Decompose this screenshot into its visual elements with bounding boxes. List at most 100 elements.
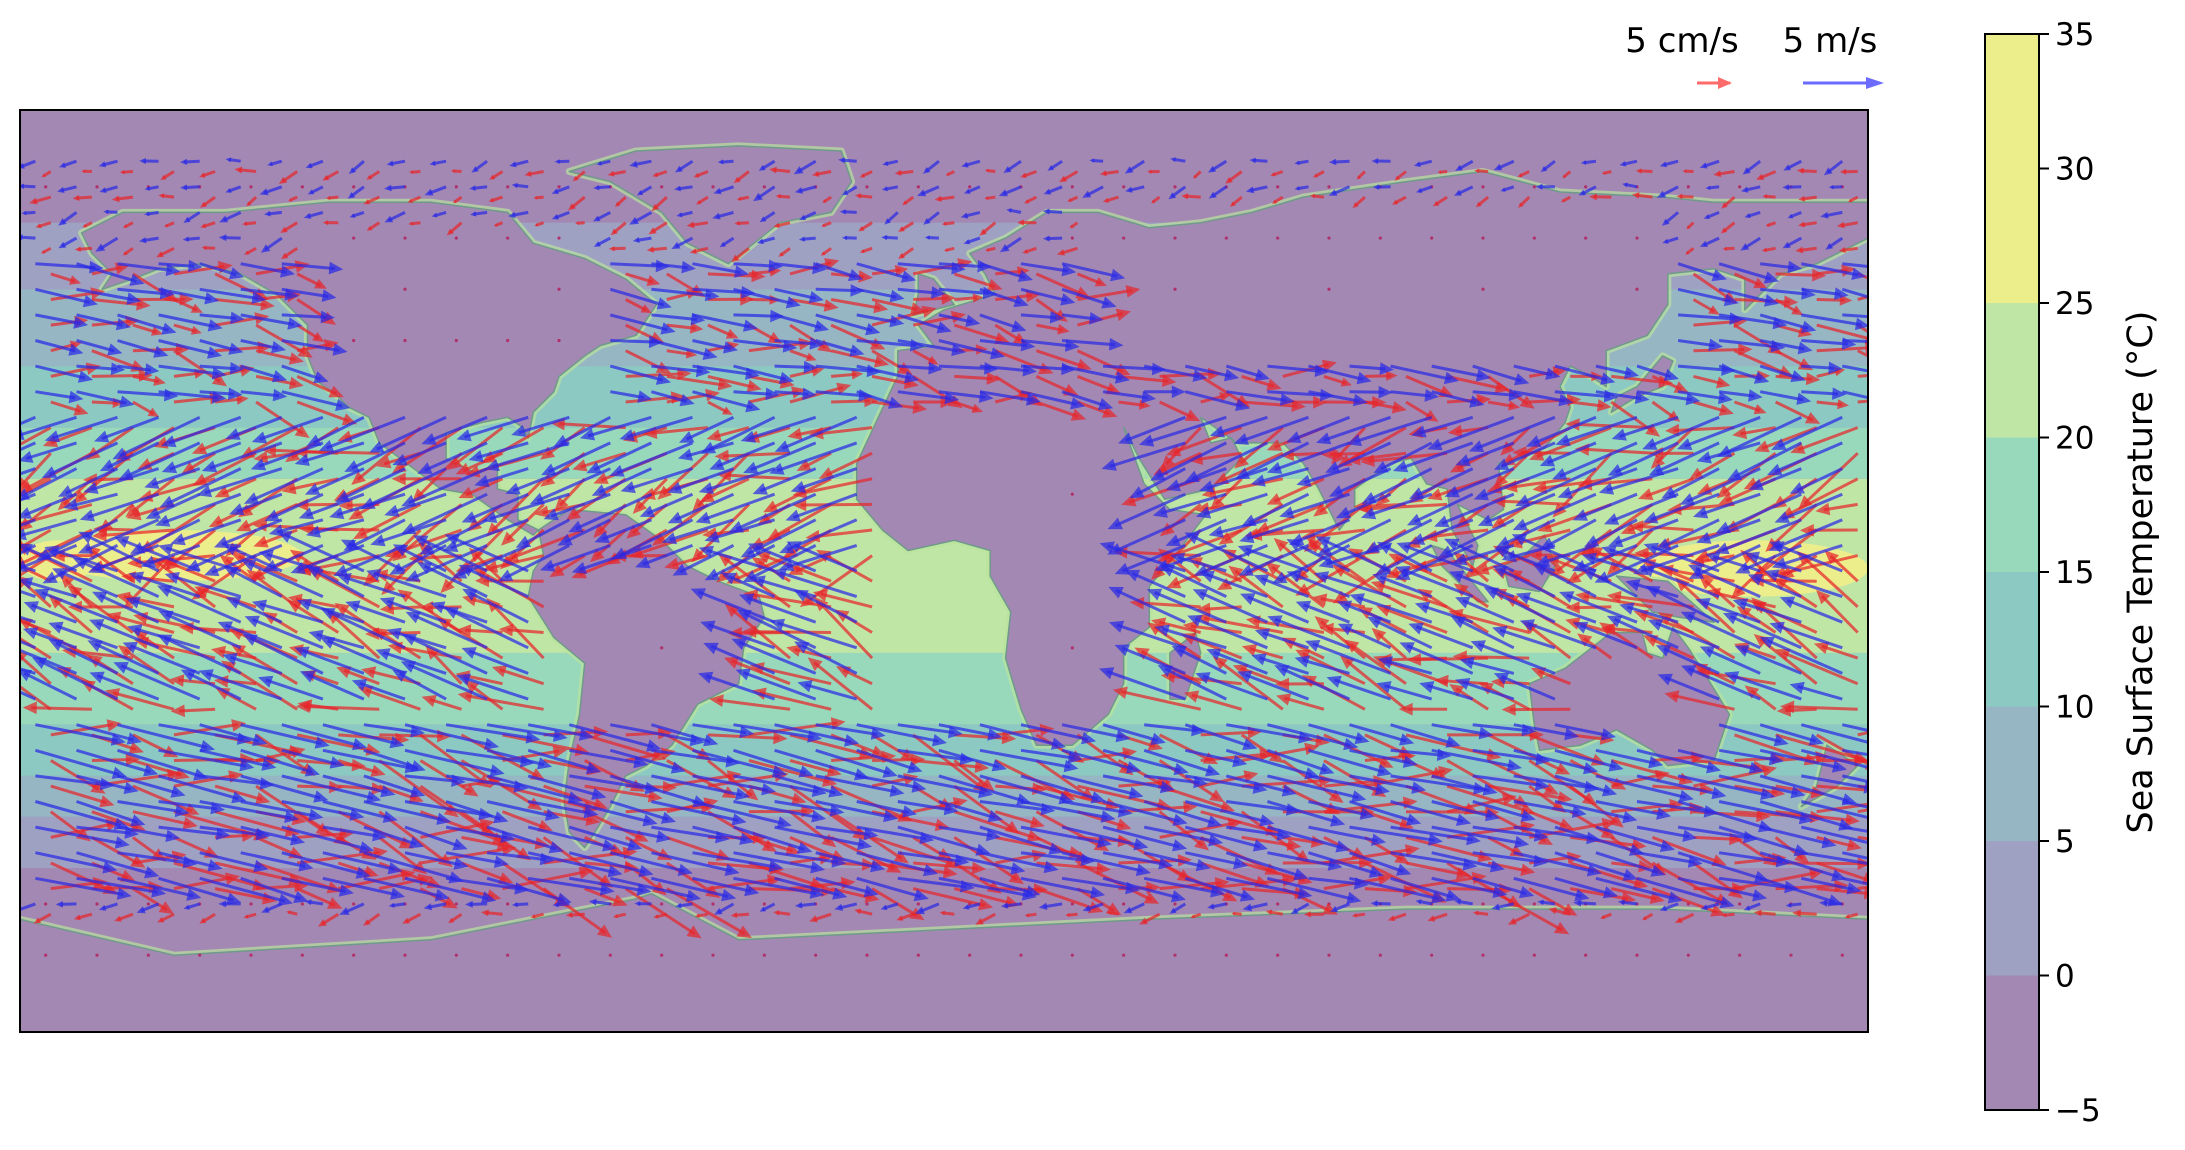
wind-arrow <box>333 544 406 577</box>
current-arrow <box>1722 246 1735 251</box>
wind-arrow <box>1346 415 1433 447</box>
wind-arrow <box>199 287 267 304</box>
wind-arrow <box>704 518 776 543</box>
current-arrow <box>481 909 503 917</box>
warm-pool <box>20 540 97 582</box>
land-dot <box>711 902 715 906</box>
wind-arrow <box>1047 159 1063 171</box>
wind-arrow <box>164 572 242 599</box>
wind-arrow <box>1823 160 1844 176</box>
wind-arrow <box>979 287 1029 308</box>
current-arrow <box>1036 323 1070 335</box>
land-dot <box>1430 953 1434 957</box>
wind-arrow <box>1129 467 1187 499</box>
current-arrow <box>1102 195 1119 203</box>
wind-arrow <box>281 390 351 411</box>
current-arrow <box>953 272 1003 291</box>
current-arrow <box>707 323 739 339</box>
current-arrow <box>132 887 174 914</box>
wind-arrow <box>1454 185 1474 196</box>
current-arrow <box>1844 912 1859 919</box>
current-arrow <box>489 170 504 180</box>
land-dot <box>300 953 304 957</box>
current-arrow <box>871 305 937 327</box>
current-arrow <box>1500 426 1531 456</box>
wind-arrow <box>679 415 735 443</box>
current-arrow <box>1532 477 1612 494</box>
quiver-key-wind-head <box>1866 77 1884 89</box>
current-arrow <box>1676 193 1694 200</box>
current-arrow <box>50 272 82 285</box>
wind-arrow <box>1434 492 1515 528</box>
wind-arrow <box>413 535 488 573</box>
current-arrow <box>1024 195 1038 204</box>
current-arrow <box>820 247 832 256</box>
wind-arrow <box>336 573 406 599</box>
current-arrow <box>1629 520 1694 533</box>
wind-arrow <box>1082 185 1104 198</box>
wind-arrow <box>305 159 324 169</box>
land-dot <box>762 953 766 957</box>
current-arrow <box>1638 477 1695 500</box>
wind-arrow <box>717 159 734 165</box>
current-arrow <box>912 887 994 911</box>
wind-arrow <box>144 467 201 489</box>
wind-arrow <box>1662 236 1679 244</box>
wind-arrow <box>897 313 952 334</box>
current-arrow <box>696 195 709 205</box>
wind-arrow <box>733 387 780 401</box>
current-arrow <box>707 400 733 415</box>
current-arrow <box>287 599 340 634</box>
wind-arrow <box>1495 518 1556 548</box>
current-arrow <box>584 887 628 907</box>
wind-arrow <box>144 210 159 217</box>
current-arrow <box>954 372 1001 385</box>
current-arrow <box>280 221 298 233</box>
wind-arrow <box>897 390 960 405</box>
current-arrow <box>1271 195 1284 204</box>
wind-arrow <box>1801 361 1843 375</box>
wind-arrow <box>651 287 720 302</box>
wind-arrow <box>35 390 84 404</box>
wind-arrow <box>76 287 142 305</box>
wind-arrow <box>20 492 78 519</box>
current-arrow <box>549 554 586 578</box>
wind-arrow <box>1642 415 1720 450</box>
wind-arrow <box>76 313 131 331</box>
wind-arrow <box>1325 441 1392 473</box>
current-arrow <box>787 426 832 441</box>
current-arrow <box>657 452 709 500</box>
current-arrow <box>731 247 750 263</box>
wind-arrow <box>753 185 776 202</box>
current-arrow <box>1565 601 1612 614</box>
wind-arrow <box>639 492 694 518</box>
wind-arrow <box>95 236 119 252</box>
wind-arrow <box>1107 492 1186 530</box>
current-arrow <box>20 426 52 447</box>
colorbar-tick-label: 0 <box>2055 959 2075 995</box>
wind-arrow <box>431 210 447 218</box>
wind-arrow <box>444 534 529 573</box>
current-arrow <box>1528 810 1574 830</box>
wind-arrow <box>117 363 160 376</box>
colorbar-tick-label: −5 <box>2055 1093 2101 1129</box>
current-arrow <box>1824 550 1859 583</box>
wind-arrow <box>58 211 78 226</box>
current-arrow <box>281 477 339 495</box>
current-arrow <box>830 349 890 368</box>
wind-arrow <box>979 262 1033 282</box>
current-arrow <box>1118 374 1177 387</box>
current-arrow <box>1453 583 1489 609</box>
land-dot <box>1276 902 1280 906</box>
current-arrow <box>317 912 340 927</box>
wind-arrow <box>923 160 940 174</box>
wind-arrow <box>596 159 611 166</box>
wind-arrow <box>1513 364 1561 380</box>
wind-arrow <box>651 339 718 360</box>
current-arrow <box>337 759 386 777</box>
wind-arrow <box>960 210 981 219</box>
continent-antarctica <box>20 892 1868 1032</box>
land-dot <box>44 953 48 957</box>
current-arrow <box>81 169 92 173</box>
current-arrow <box>648 221 668 235</box>
